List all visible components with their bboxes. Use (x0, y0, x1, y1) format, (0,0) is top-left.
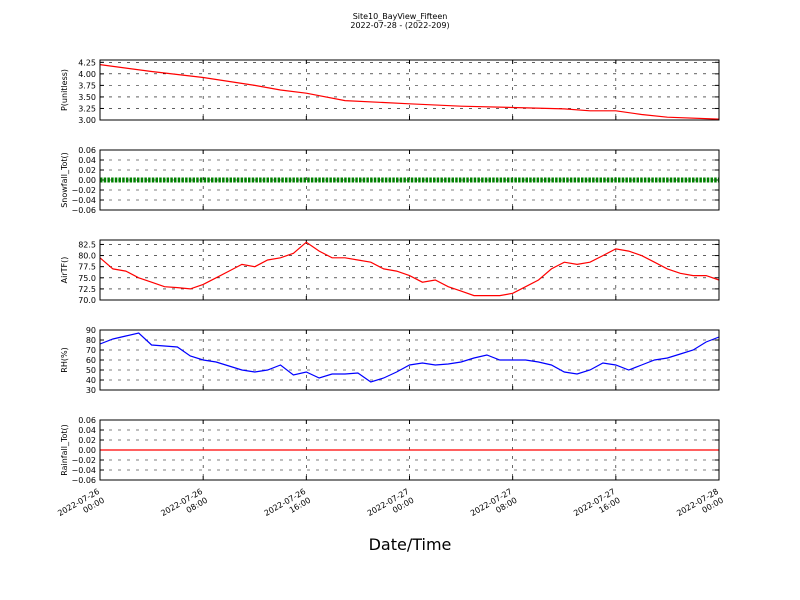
y-tick-label: −0.02 (71, 186, 96, 195)
x-tick-label: 2022-07-2600:00 (56, 487, 106, 527)
panel-5: −0.06−0.04−0.020.000.020.040.06 Rainfall_… (60, 416, 720, 485)
x-tick-label: 2022-07-2700:00 (366, 487, 416, 527)
y-tick-label: 80 (86, 336, 96, 345)
x-tick-label: 2022-07-2608:00 (159, 487, 209, 527)
y-tick-label: 70.0 (78, 296, 96, 305)
x-tick-label: 2022-07-2708:00 (469, 487, 519, 527)
axes-frame (99, 59, 720, 121)
y-tick-label: 75.0 (78, 274, 96, 283)
y-tick-label: 4.00 (78, 70, 96, 79)
series-line (99, 332, 720, 383)
axes-frame (99, 419, 720, 481)
y-tick-label: −0.02 (71, 456, 96, 465)
x-axis-ticks: 2022-07-2600:00 2022-07-2608:00 2022-07-26… (56, 487, 725, 527)
y-tick-label: 0.00 (78, 446, 96, 455)
panel-3: 70.0 72.5 75.0 77.5 80.0 82.5 AirTF() (60, 239, 720, 305)
y-tick-label: 70 (86, 346, 96, 355)
y-tick-label: 40 (86, 376, 96, 385)
y-tick-label: 0.04 (78, 426, 96, 435)
x-tick-label: 2022-07-2800:00 (675, 487, 725, 527)
y-tick-label: 3.50 (78, 93, 96, 102)
series-line (99, 241, 720, 297)
x-tick-label: 2022-07-2616:00 (263, 487, 313, 527)
y-tick-label: −0.04 (71, 196, 96, 205)
y-tick-label: 72.5 (78, 285, 96, 294)
y-tick-label: 3.25 (78, 104, 96, 113)
axes-frame (99, 149, 720, 211)
axes-frame (99, 329, 720, 391)
y-tick-label: 3.00 (78, 116, 96, 125)
y-axis-label: AirTF() (60, 257, 69, 284)
y-tick-label: 82.5 (78, 240, 96, 249)
chart-subtitle: 2022-07-28 - (2022-209) (350, 21, 449, 30)
series-line (99, 64, 720, 120)
y-tick-label: −0.04 (71, 466, 96, 475)
x-axis-label: Date/Time (369, 535, 452, 554)
y-tick-label: 4.25 (78, 58, 96, 67)
y-tick-label: 0.06 (78, 146, 96, 155)
panel-2: −0.06−0.04−0.020.000.020.040.06 Snowfall_… (60, 146, 720, 215)
chart-title: Site10_BayView_Fifteen (353, 12, 448, 21)
y-tick-label: 3.75 (78, 81, 96, 90)
y-tick-label: 0.02 (78, 166, 96, 175)
panels: 3.00 3.25 3.50 3.75 4.00 4.25 P(unitless) −0.06… (60, 58, 720, 485)
y-tick-label: 0.04 (78, 156, 96, 165)
y-tick-label: 60 (86, 356, 96, 365)
y-tick-label: 30 (86, 386, 96, 395)
y-tick-label: 90 (86, 326, 96, 335)
y-tick-label: 0.00 (78, 176, 96, 185)
y-tick-label: −0.06 (71, 476, 96, 485)
y-tick-label: 80.0 (78, 252, 96, 261)
y-tick-label: 0.06 (78, 416, 96, 425)
y-tick-label: 0.02 (78, 436, 96, 445)
y-tick-label: 50 (86, 366, 96, 375)
y-tick-label: −0.06 (71, 206, 96, 215)
panel-1: 3.00 3.25 3.50 3.75 4.00 4.25 P(unitless) (60, 58, 720, 125)
x-tick-label: 2022-07-2716:00 (572, 487, 622, 527)
y-axis-label: Snowfall_Tot() (60, 152, 69, 208)
axes-frame (99, 239, 720, 301)
y-axis-label: RH(%) (60, 347, 69, 372)
y-axis-label: P(unitless) (60, 69, 69, 111)
y-tick-label: 77.5 (78, 263, 96, 272)
y-axis-label: Rainfall_Tot() (60, 424, 69, 476)
